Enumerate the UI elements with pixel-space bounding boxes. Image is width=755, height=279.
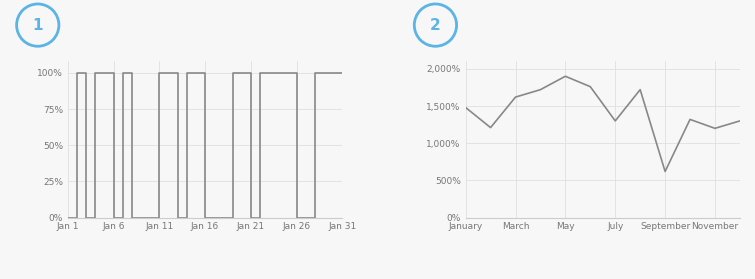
Text: 2: 2 bbox=[430, 18, 441, 33]
Text: 1: 1 bbox=[32, 18, 43, 33]
